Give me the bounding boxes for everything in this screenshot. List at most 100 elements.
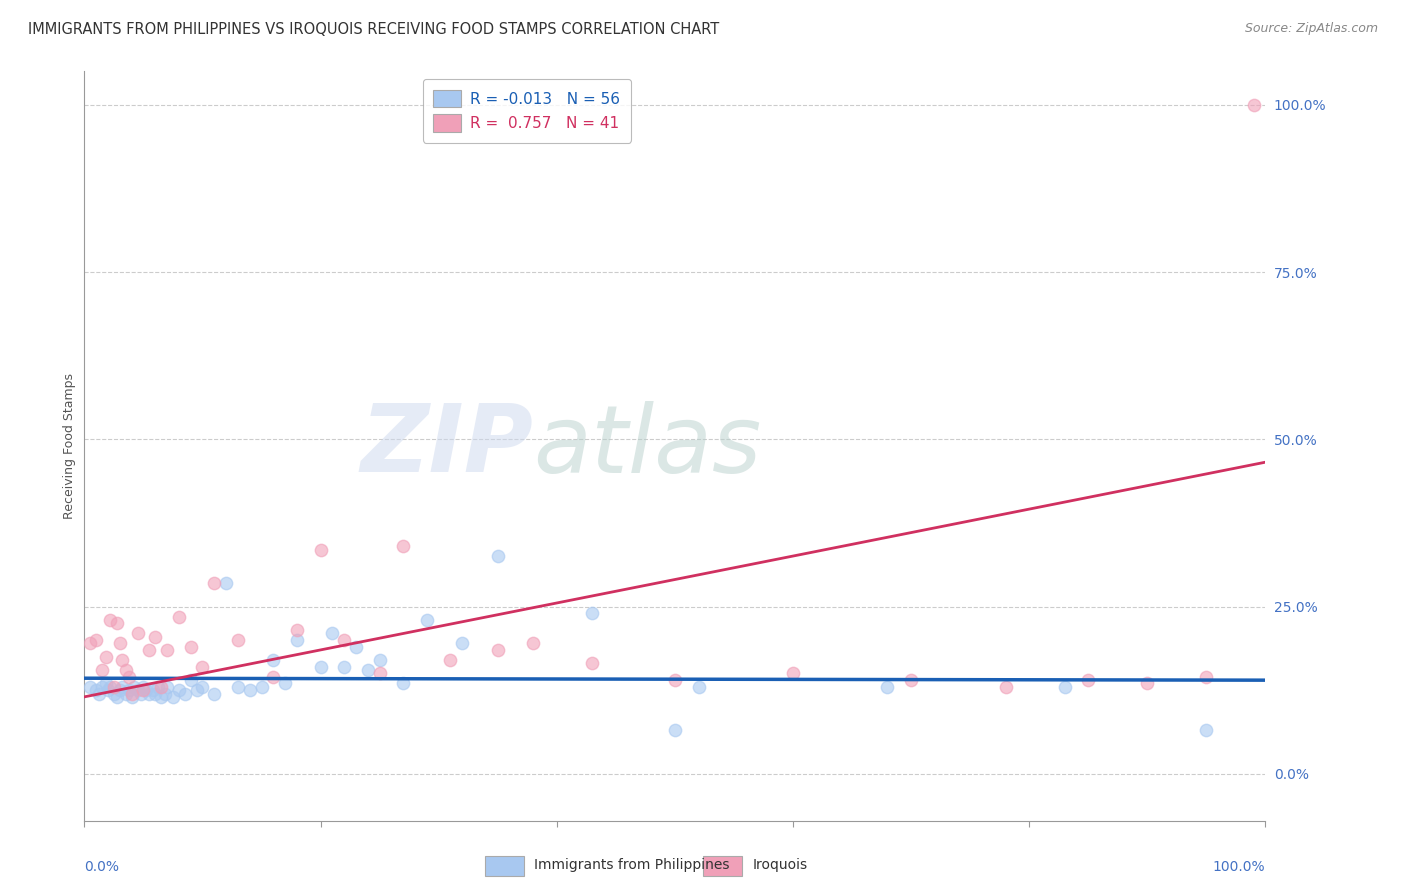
Point xyxy=(107,690,129,704)
Text: 100.0%: 100.0% xyxy=(1213,860,1265,873)
Point xyxy=(215,576,238,591)
Point xyxy=(1053,680,1076,694)
Point xyxy=(202,576,225,591)
Point xyxy=(782,666,804,681)
Point xyxy=(132,680,155,694)
Point xyxy=(127,683,149,698)
Point xyxy=(118,683,141,698)
Point xyxy=(91,663,114,677)
Point xyxy=(97,683,120,698)
Point xyxy=(94,676,117,690)
Text: atlas: atlas xyxy=(533,401,762,491)
Point xyxy=(688,680,710,694)
Text: 0.0%: 0.0% xyxy=(84,860,120,873)
Point xyxy=(132,683,155,698)
Point xyxy=(142,683,165,698)
Point xyxy=(581,657,603,671)
Point xyxy=(486,549,509,564)
Point xyxy=(156,643,179,657)
Point xyxy=(108,636,131,650)
Point xyxy=(309,542,332,557)
Point xyxy=(122,680,145,694)
Point xyxy=(876,680,898,694)
Point xyxy=(439,653,461,667)
Y-axis label: Receiving Food Stamps: Receiving Food Stamps xyxy=(63,373,76,519)
Point xyxy=(321,626,343,640)
Point xyxy=(107,616,129,631)
Point xyxy=(153,687,176,701)
Point xyxy=(1136,676,1159,690)
Point xyxy=(138,687,160,701)
Point xyxy=(173,687,195,701)
Point xyxy=(146,680,169,694)
Point xyxy=(581,607,603,621)
Point xyxy=(333,633,356,648)
Point xyxy=(368,666,391,681)
Point xyxy=(285,633,308,648)
Point xyxy=(111,653,134,667)
Point xyxy=(180,673,202,688)
Point xyxy=(994,680,1017,694)
Point xyxy=(156,680,179,694)
Legend: R = -0.013   N = 56, R =  0.757   N = 41: R = -0.013 N = 56, R = 0.757 N = 41 xyxy=(423,79,631,143)
Point xyxy=(368,653,391,667)
Point xyxy=(114,687,136,701)
Point xyxy=(111,680,134,694)
Point xyxy=(135,683,157,698)
Point xyxy=(138,643,160,657)
Point xyxy=(103,680,125,694)
Point xyxy=(108,683,131,698)
Point xyxy=(84,633,107,648)
Point xyxy=(167,683,190,698)
Point xyxy=(167,609,190,624)
Point xyxy=(900,673,922,688)
Point xyxy=(186,683,208,698)
Point xyxy=(1243,98,1265,112)
Point xyxy=(87,687,110,701)
Point xyxy=(392,539,415,553)
Point xyxy=(285,623,308,637)
Point xyxy=(114,663,136,677)
Point xyxy=(1077,673,1099,688)
Point xyxy=(357,663,380,677)
Point xyxy=(127,626,149,640)
Point xyxy=(118,670,141,684)
Point xyxy=(94,649,117,664)
Point xyxy=(226,633,249,648)
Point xyxy=(664,723,686,738)
Point xyxy=(150,690,173,704)
Text: Source: ZipAtlas.com: Source: ZipAtlas.com xyxy=(1244,22,1378,36)
Point xyxy=(239,683,262,698)
Point xyxy=(416,613,439,627)
Point xyxy=(250,680,273,694)
Point xyxy=(202,687,225,701)
Point xyxy=(486,643,509,657)
Point xyxy=(191,660,214,674)
Point xyxy=(191,680,214,694)
Point xyxy=(103,687,125,701)
Point xyxy=(1195,670,1218,684)
Point xyxy=(309,660,332,674)
Point xyxy=(1195,723,1218,738)
Point xyxy=(274,676,297,690)
Point xyxy=(79,636,101,650)
Point xyxy=(664,673,686,688)
Point xyxy=(91,680,114,694)
Text: ZIP: ZIP xyxy=(360,400,533,492)
Point xyxy=(79,680,101,694)
Point xyxy=(121,690,143,704)
Point xyxy=(522,636,544,650)
Point xyxy=(162,690,184,704)
Text: Immigrants from Philippines: Immigrants from Philippines xyxy=(534,858,730,872)
Point xyxy=(98,613,121,627)
Point xyxy=(98,680,121,694)
Point xyxy=(150,680,173,694)
Point xyxy=(84,683,107,698)
Point xyxy=(226,680,249,694)
Point xyxy=(129,687,152,701)
Point xyxy=(262,653,284,667)
Point xyxy=(333,660,356,674)
Point xyxy=(143,687,166,701)
Point xyxy=(262,670,284,684)
Point xyxy=(344,640,367,654)
